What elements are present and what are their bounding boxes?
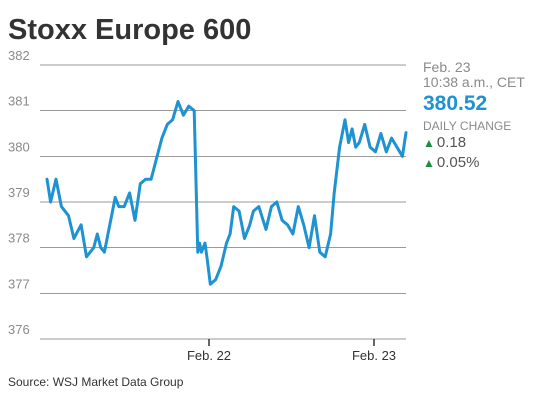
quote-time: 10:38 a.m., CET: [423, 74, 525, 90]
x-tick-label: Feb. 23: [352, 348, 396, 363]
y-tick-label: 379: [8, 185, 30, 200]
daily-change-percent: ▲ 0.05%: [423, 153, 541, 173]
y-tick-label: 378: [8, 231, 30, 246]
y-tick-label: 380: [8, 139, 30, 154]
up-arrow-icon: ▲: [423, 156, 435, 170]
daily-change-percent-value: 0.05%: [436, 154, 480, 171]
up-arrow-icon: ▲: [423, 136, 435, 150]
series-line: [45, 100, 408, 286]
x-tick-label: Feb. 22: [187, 348, 231, 363]
daily-change-absolute: ▲ 0.18: [423, 133, 541, 153]
quote-price: 380.52: [423, 92, 488, 115]
quote-date: Feb. 23: [423, 59, 471, 75]
y-tick-label: 382: [8, 48, 30, 63]
y-tick-label: 377: [8, 276, 30, 291]
y-tick-label: 376: [8, 322, 30, 337]
chart-title: Stoxx Europe 600: [8, 14, 252, 46]
y-tick-label: 381: [8, 94, 30, 109]
quote-panel: Feb. 23 10:38 a.m., CET 380.52 DAILY CHA…: [423, 60, 541, 173]
daily-change-label: DAILY CHANGE: [423, 119, 512, 133]
daily-change-absolute-value: 0.18: [436, 134, 467, 151]
source-note: Source: WSJ Market Data Group: [8, 375, 184, 389]
